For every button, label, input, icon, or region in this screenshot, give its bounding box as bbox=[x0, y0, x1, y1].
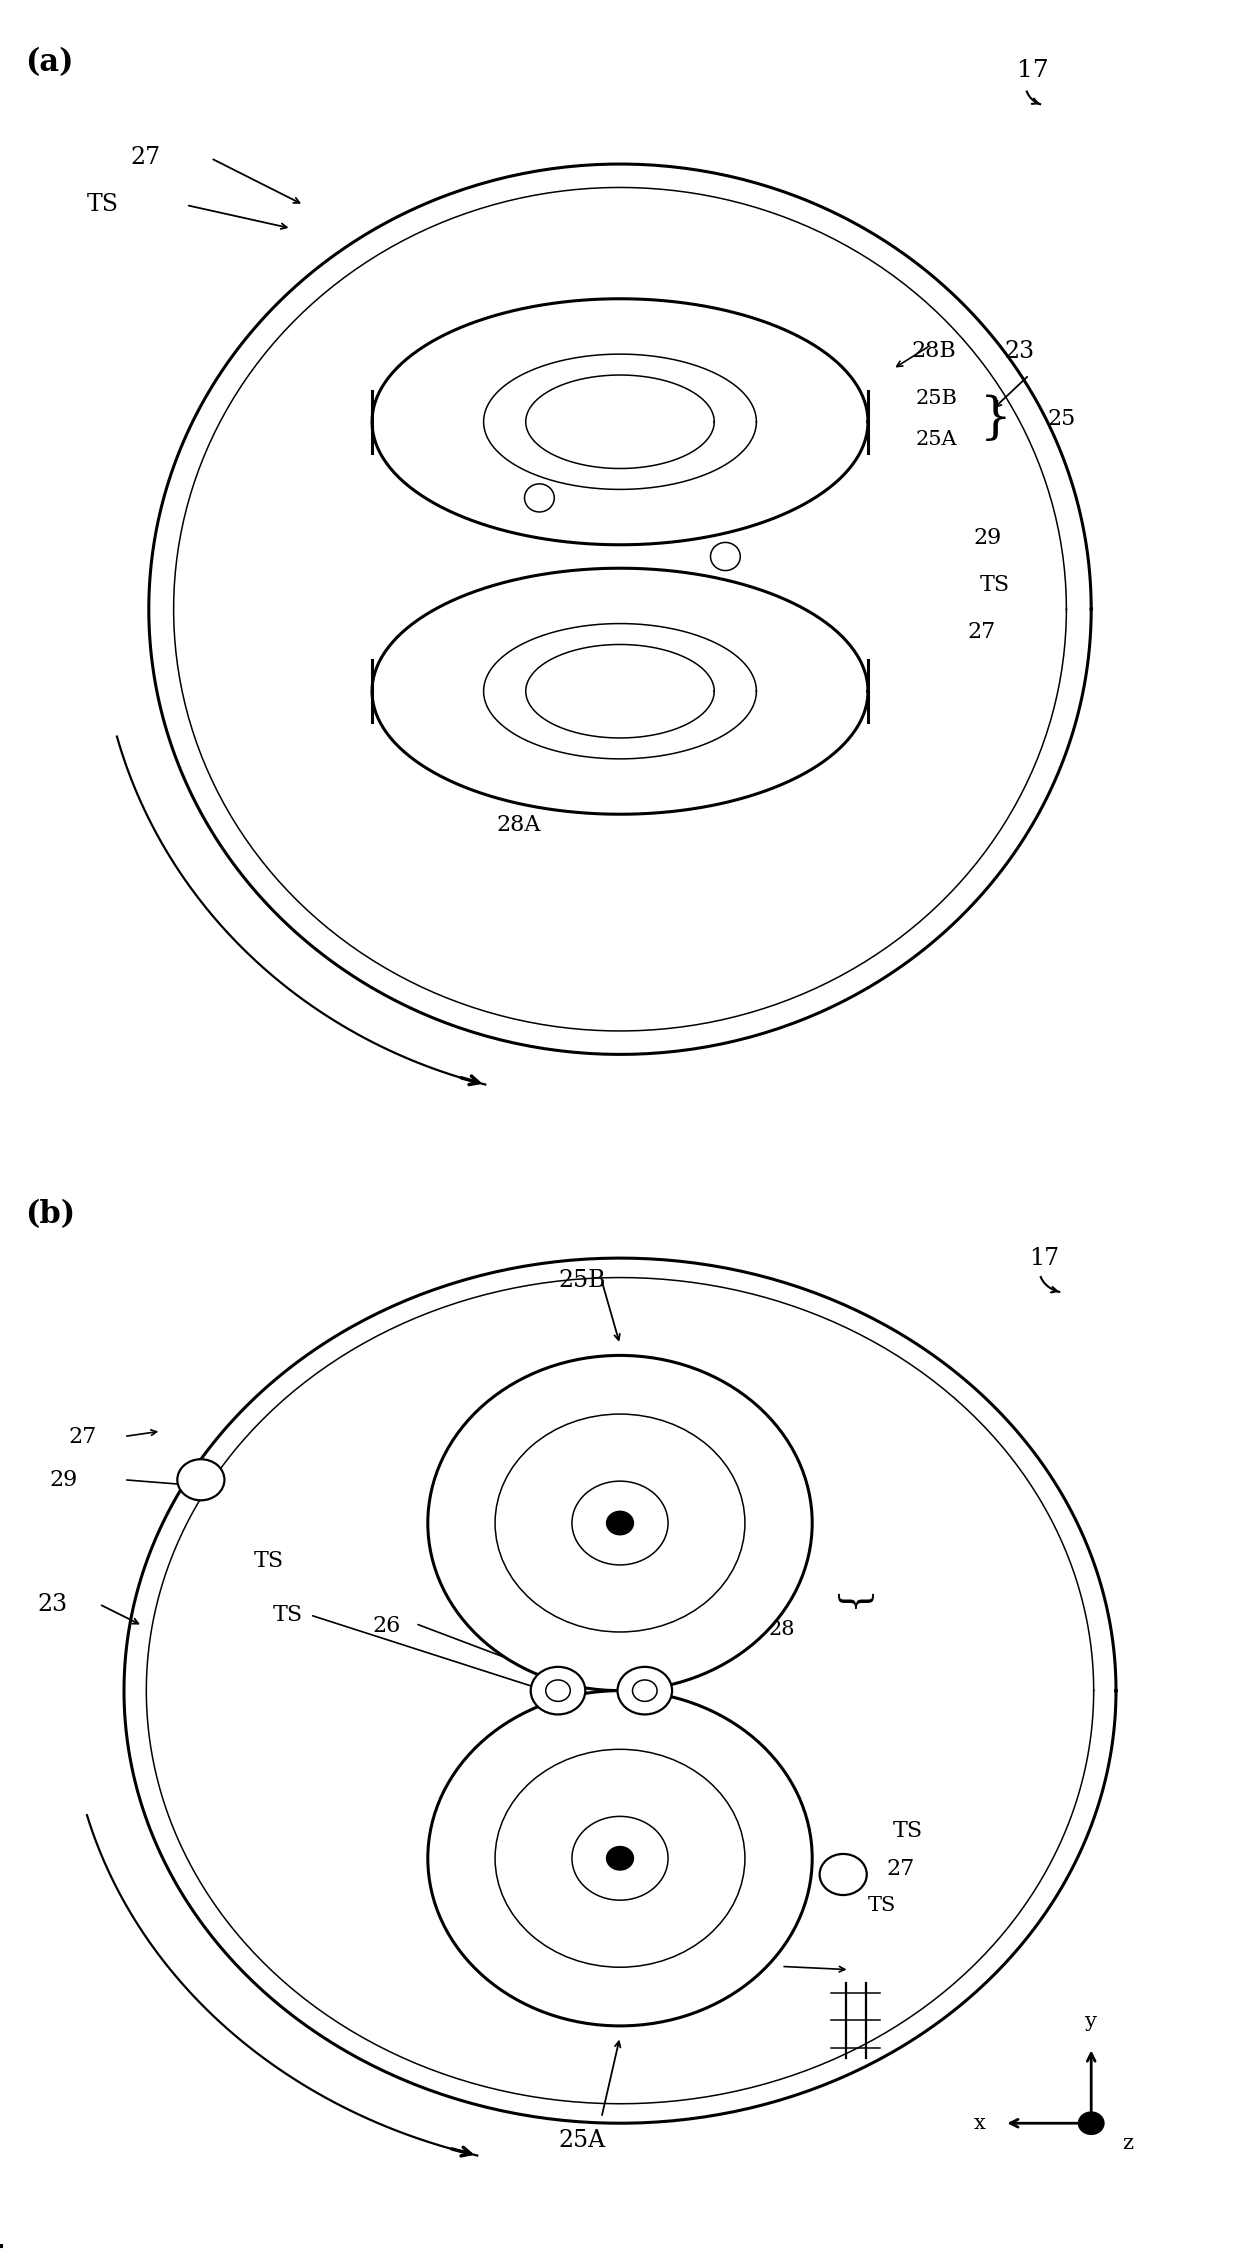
Circle shape bbox=[428, 1356, 812, 1690]
Text: 23: 23 bbox=[1004, 340, 1034, 363]
Text: 25: 25 bbox=[1048, 408, 1076, 430]
Text: 28B: 28B bbox=[725, 1582, 768, 1602]
Polygon shape bbox=[372, 300, 868, 545]
Text: TS: TS bbox=[893, 1820, 923, 1843]
Text: 29: 29 bbox=[973, 527, 1002, 550]
Circle shape bbox=[495, 1748, 745, 1967]
Circle shape bbox=[572, 1816, 668, 1899]
Text: 29: 29 bbox=[50, 1469, 78, 1491]
Text: 27: 27 bbox=[887, 1859, 915, 1881]
Text: TS: TS bbox=[273, 1604, 303, 1627]
Text: 28A: 28A bbox=[496, 813, 541, 836]
Text: 24: 24 bbox=[502, 1615, 531, 1638]
Text: TS: TS bbox=[980, 575, 1009, 597]
Text: 29: 29 bbox=[707, 1978, 735, 1998]
Text: (a): (a) bbox=[25, 47, 73, 79]
Text: }: } bbox=[831, 1593, 868, 1615]
Text: 27: 27 bbox=[68, 1426, 97, 1449]
Text: 27: 27 bbox=[967, 622, 996, 642]
Circle shape bbox=[711, 543, 740, 570]
Text: TS: TS bbox=[868, 1897, 897, 1915]
Circle shape bbox=[525, 484, 554, 511]
Text: 26: 26 bbox=[372, 1615, 401, 1638]
Polygon shape bbox=[526, 374, 714, 469]
Polygon shape bbox=[526, 644, 714, 739]
Text: }: } bbox=[980, 394, 1012, 444]
Text: 25A: 25A bbox=[558, 2129, 605, 2152]
Polygon shape bbox=[484, 624, 756, 759]
Text: 27: 27 bbox=[130, 146, 160, 169]
Polygon shape bbox=[372, 568, 868, 813]
Text: 28B: 28B bbox=[911, 340, 956, 363]
Text: 25B: 25B bbox=[915, 390, 957, 408]
Text: x: x bbox=[975, 2113, 986, 2134]
Circle shape bbox=[632, 1681, 657, 1701]
Text: 17: 17 bbox=[1017, 59, 1049, 81]
Polygon shape bbox=[484, 354, 756, 489]
Circle shape bbox=[531, 1667, 585, 1715]
Circle shape bbox=[572, 1480, 668, 1566]
Circle shape bbox=[1079, 2113, 1104, 2134]
Text: z: z bbox=[1122, 2134, 1133, 2154]
Circle shape bbox=[618, 1667, 672, 1715]
Circle shape bbox=[820, 1854, 867, 1895]
Circle shape bbox=[495, 1415, 745, 1631]
Text: 28A: 28A bbox=[645, 1658, 687, 1676]
Text: 17: 17 bbox=[1029, 1248, 1059, 1271]
Text: 25B: 25B bbox=[558, 1268, 605, 1291]
Circle shape bbox=[606, 1847, 634, 1870]
Text: TS: TS bbox=[254, 1550, 284, 1573]
Text: 28: 28 bbox=[769, 1620, 795, 1640]
Text: y: y bbox=[1085, 2012, 1097, 2032]
Text: (b): (b) bbox=[25, 1199, 74, 1230]
Circle shape bbox=[606, 1512, 634, 1534]
Circle shape bbox=[428, 1690, 812, 2025]
Text: 23: 23 bbox=[37, 1593, 67, 1615]
Circle shape bbox=[177, 1460, 224, 1500]
Text: TS: TS bbox=[87, 194, 119, 216]
Circle shape bbox=[546, 1681, 570, 1701]
Text: 25A: 25A bbox=[915, 430, 957, 448]
